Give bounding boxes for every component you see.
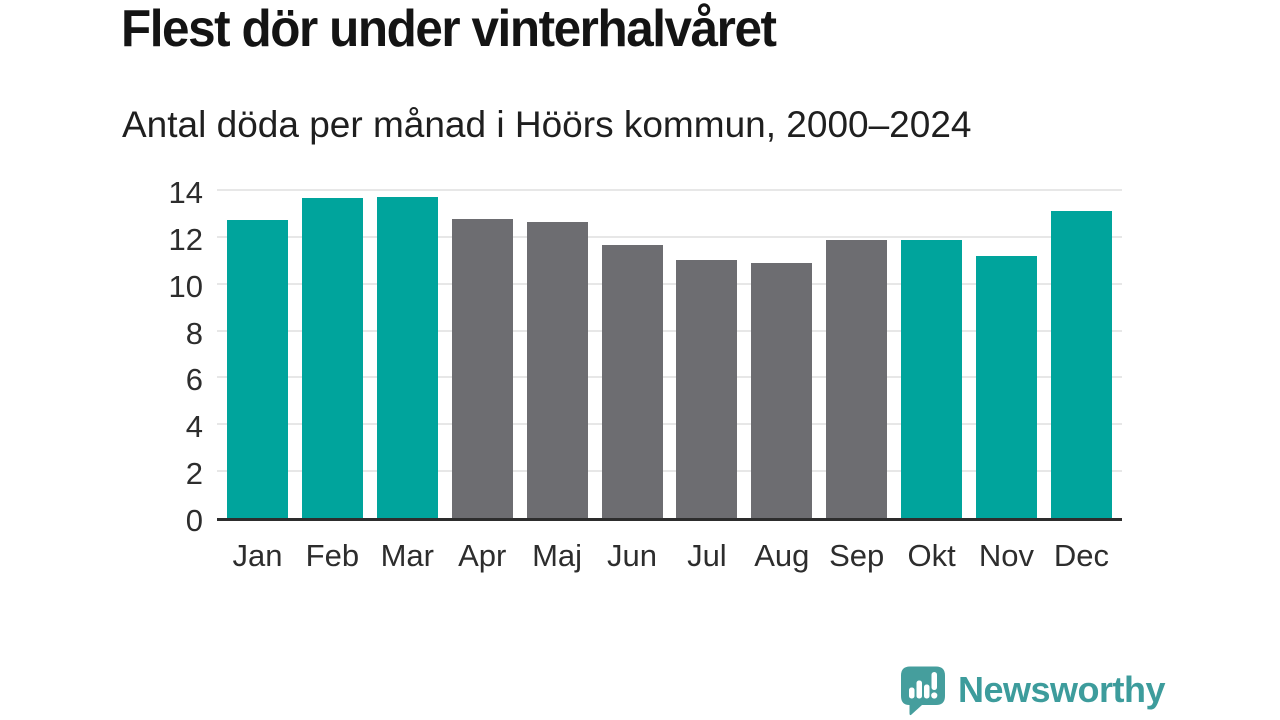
x-tick-label-mar: Mar xyxy=(380,538,434,573)
x-tick-label-jun: Jun xyxy=(607,538,657,573)
gridline-y8 xyxy=(217,329,1122,332)
gridline-y6 xyxy=(217,376,1122,379)
bar-jul xyxy=(676,260,738,518)
y-tick-label-12: 12 xyxy=(168,221,203,257)
x-tick-label-maj: Maj xyxy=(532,538,583,573)
y-tick-label-0: 0 xyxy=(185,503,203,538)
gridline-y12 xyxy=(217,235,1122,238)
bar-jan xyxy=(227,220,288,518)
x-tick-label-feb: Feb xyxy=(305,538,360,573)
x-tick-label-aug: Aug xyxy=(754,538,810,573)
y-tick-label-2: 2 xyxy=(185,456,203,492)
x-tick-label-okt: Okt xyxy=(907,538,956,573)
y-tick-label-4: 4 xyxy=(185,409,203,445)
x-tick-label-sep: Sep xyxy=(829,538,885,573)
x-tick-label-nov: Nov xyxy=(978,538,1035,573)
bar-maj xyxy=(526,221,588,518)
bar-dec xyxy=(1050,211,1112,518)
y-tick-label-8: 8 xyxy=(185,315,203,351)
y-tick-label-10: 10 xyxy=(168,268,203,304)
gridline-y4 xyxy=(217,423,1122,426)
bar-nov xyxy=(976,255,1037,518)
y-tick-label-14: 14 xyxy=(168,175,203,210)
gridline-y14 xyxy=(217,189,1122,191)
x-tick-label-jan: Jan xyxy=(232,538,283,573)
y-tick-label-6: 6 xyxy=(185,362,203,398)
chart-subtitle: Antal döda per månad i Höörs kommun, 200… xyxy=(122,104,972,145)
bar-aug xyxy=(751,262,813,518)
gridline-y10 xyxy=(217,282,1122,285)
brand-footer: Newsworthy xyxy=(898,665,1166,715)
x-tick-label-apr: Apr xyxy=(458,538,507,573)
bar-sep xyxy=(826,240,888,518)
gridline-y2 xyxy=(217,470,1122,473)
bar-jun xyxy=(601,245,663,518)
newsworthy-logo-icon xyxy=(901,666,945,715)
x-tick-label-jul: Jul xyxy=(687,538,727,573)
bar-mar xyxy=(376,197,438,518)
bar-feb xyxy=(301,198,363,518)
chart-title: Flest dör under vinterhalvåret xyxy=(121,0,777,58)
plot-area xyxy=(217,189,1122,521)
bar-apr xyxy=(451,219,513,518)
brand-name: Newsworthy xyxy=(958,669,1166,710)
x-tick-label-dec: Dec xyxy=(1053,538,1109,573)
bar-okt xyxy=(901,240,963,518)
